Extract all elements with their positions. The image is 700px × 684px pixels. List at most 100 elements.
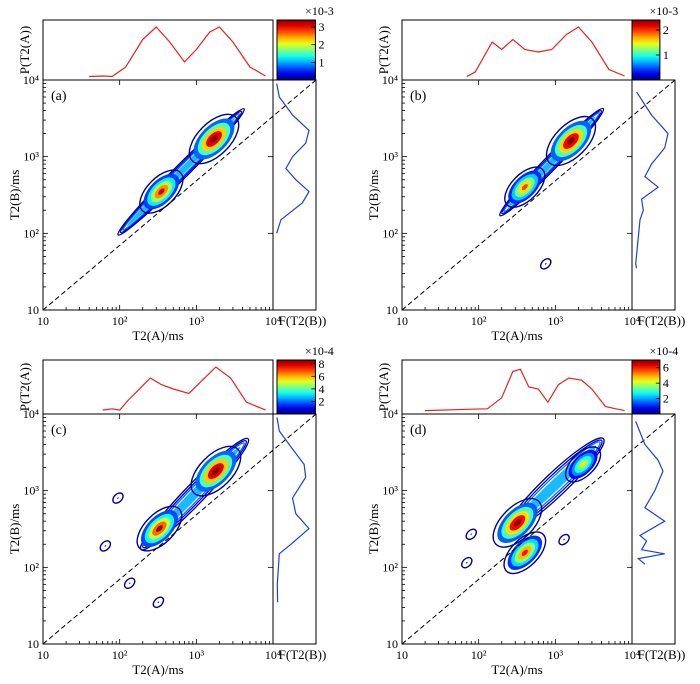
top-profile-frame: [401, 359, 633, 415]
colorbar: [277, 20, 316, 80]
side-profile-frame: [272, 79, 317, 311]
peak-contour: [580, 461, 586, 468]
x-tick-label: 10²: [471, 648, 487, 662]
panel-label: (a): [51, 89, 67, 104]
ridge-contour: [142, 439, 248, 549]
colorbar-tick-label: 2: [318, 394, 324, 408]
x-tick-label: 10²: [471, 314, 487, 328]
colorbar: [632, 360, 660, 414]
y-tick-label: 10⁴: [382, 407, 398, 421]
peak-contour: [503, 531, 547, 575]
colorbar: [277, 360, 316, 414]
x-tick-label: 10: [37, 648, 49, 662]
chart-panel-1: 10 10² 10³ 10⁴ 10 10² 10³ 10⁴ T2(A)/ms T2(B)/ms P(…: [7, 4, 334, 343]
top-profile-label: P(T2(A)): [17, 26, 32, 74]
peak-contour: [190, 445, 242, 497]
chart-panel-4: 10 10² 10³ 10⁴ 10 10² 10³ 10⁴ T2(A)/ms T2(B)/ms P(…: [366, 344, 685, 677]
y-tick-label: 10: [386, 637, 398, 651]
top-profile-label: P(T2(A)): [376, 363, 391, 411]
peak-contour: [545, 115, 597, 167]
colorbar-frame: [276, 19, 316, 81]
colorbar-tick-label: 1: [318, 55, 324, 69]
peak-contour: [136, 505, 183, 552]
contour-layer: [460, 437, 605, 575]
x-tick-label: 10: [37, 314, 49, 328]
island-contour: [152, 596, 165, 609]
contour-layer: [499, 107, 605, 270]
peak-contour: [156, 525, 163, 532]
peak-contour: [210, 135, 218, 143]
colorbar-tick-label: 4: [318, 382, 324, 396]
y-axis-label: T2(B)/ms: [7, 170, 22, 221]
colorbar-tick-label: 2: [663, 23, 669, 37]
x-tick-label: 10⁴: [265, 314, 281, 328]
ridge-contour: [122, 113, 240, 231]
peak-contour: [564, 446, 602, 483]
island-contour: [112, 492, 124, 504]
panel-label: (c): [51, 423, 67, 438]
side-profile-curve: [276, 417, 310, 603]
x-axis-label: T2(A)/ms: [491, 662, 542, 677]
colorbar-tick-label: 4: [663, 376, 669, 390]
colorbar-tick-label: 2: [663, 392, 669, 406]
side-profile-curve: [276, 83, 310, 234]
colorbar-frame: [276, 359, 316, 415]
y-tick-label: 10²: [23, 226, 39, 240]
panel-label: (d): [410, 423, 427, 438]
contour-layer: [99, 437, 250, 609]
peak-contour: [212, 467, 220, 475]
side-profile-label: F(T2(B)): [638, 313, 686, 328]
y-tick-label: 10³: [23, 484, 39, 498]
x-tick-label: 10: [396, 314, 408, 328]
y-tick-label: 10²: [23, 560, 39, 574]
y-tick-label: 10²: [382, 226, 398, 240]
side-profile-label: F(T2(B)): [638, 647, 686, 662]
side-profile-frame: [272, 413, 317, 645]
colorbar-frame: [631, 359, 661, 415]
island-contour: [99, 540, 112, 552]
island-contour: [157, 601, 160, 604]
y-tick-label: 10⁴: [382, 73, 398, 87]
colorbar-multiplier: ×10-3: [650, 4, 679, 18]
x-tick-label: 10²: [112, 314, 128, 328]
peak-contour: [188, 113, 240, 165]
colorbar-tick-label: 3: [318, 20, 324, 34]
y-tick-label: 10: [27, 303, 39, 317]
island-contour: [539, 258, 552, 270]
y-tick-label: 10³: [382, 150, 398, 164]
island-contour: [470, 533, 473, 536]
colorbar-tick-label: 6: [663, 361, 669, 375]
top-profile-curve: [102, 366, 266, 411]
top-profile-label: P(T2(A)): [376, 26, 391, 74]
y-tick-label: 10³: [23, 150, 39, 164]
y-tick-label: 10²: [382, 560, 398, 574]
peak-contour: [521, 549, 528, 556]
island-contour: [128, 582, 131, 585]
side-profile-frame: [631, 79, 676, 311]
colorbar-multiplier: ×10-3: [305, 4, 334, 18]
colorbar-tick-label: 2: [318, 38, 324, 52]
island-contour: [563, 538, 565, 541]
island-contour: [117, 497, 119, 499]
x-tick-label: 10⁴: [624, 314, 640, 328]
y-tick-label: 10⁴: [23, 73, 39, 87]
side-profile-frame: [631, 413, 676, 645]
y-tick-label: 10: [386, 303, 398, 317]
y-axis-label: T2(B)/ms: [7, 504, 22, 555]
x-axis-label: T2(A)/ms: [132, 328, 183, 343]
panel-label: (b): [410, 89, 427, 104]
peak-contour: [504, 166, 546, 208]
colorbar: [632, 20, 660, 80]
diagonal-line: [42, 413, 317, 645]
peak-contour: [567, 137, 575, 145]
peak-contour: [158, 188, 165, 195]
diagonal-line: [42, 79, 317, 311]
x-axis-label: T2(A)/ms: [132, 662, 183, 677]
peak-contour: [521, 184, 528, 191]
x-tick-label: 10³: [189, 648, 205, 662]
island-contour: [460, 556, 473, 569]
island-contour: [466, 561, 468, 564]
island-contour: [465, 528, 478, 541]
top-profile-curve: [89, 26, 266, 78]
